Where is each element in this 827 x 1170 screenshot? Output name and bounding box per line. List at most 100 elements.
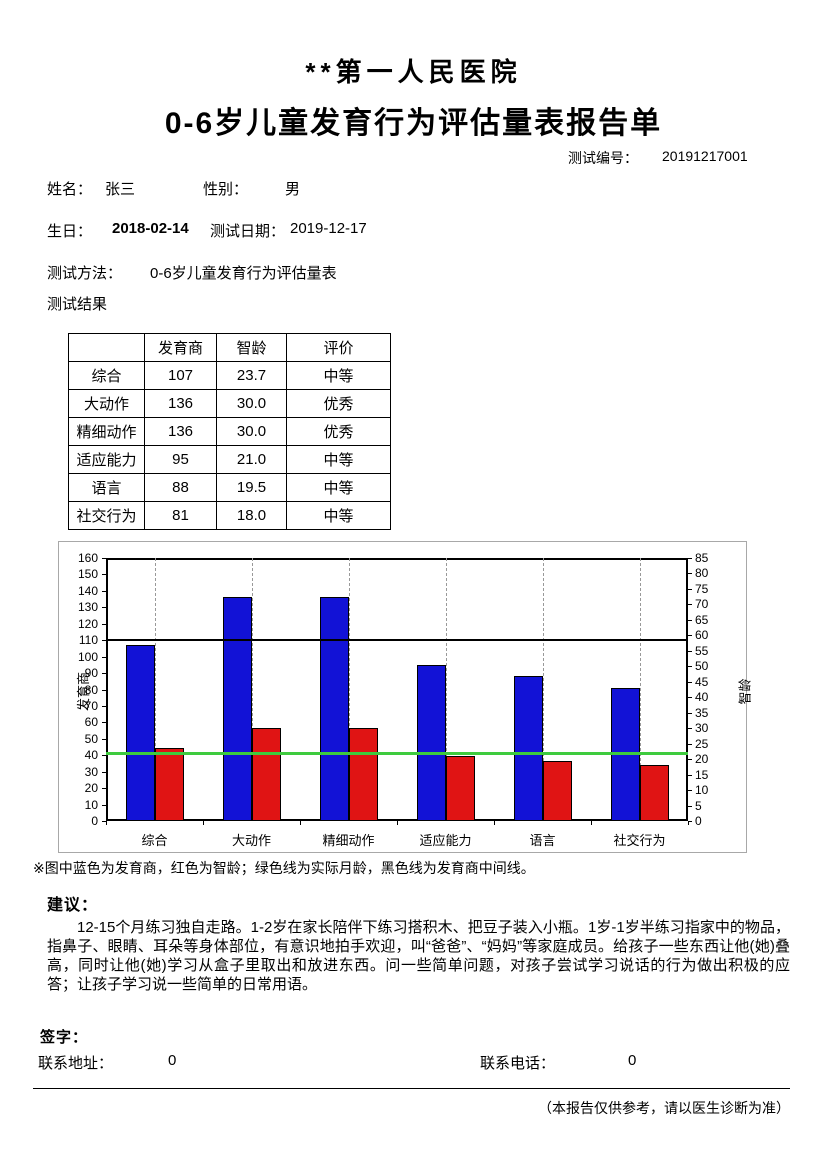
chart-gridline bbox=[154, 558, 156, 821]
left-axis-tick bbox=[102, 788, 106, 790]
test-date-label: 测试日期： bbox=[210, 223, 286, 240]
result-section-label: 测试结果 bbox=[47, 296, 108, 313]
right-axis-tick bbox=[688, 712, 692, 714]
report-title: 0-6岁儿童发育行为评估量表报告单 bbox=[164, 107, 663, 140]
gender-label: 性别： bbox=[203, 181, 249, 198]
chart-category-label: 适应能力 bbox=[419, 833, 472, 848]
right-axis-tick-label: 75 bbox=[695, 581, 709, 596]
result-section-label-row: 测试结果 bbox=[0, 293, 827, 313]
address-label: 联系地址： bbox=[38, 1055, 114, 1072]
right-axis-tick bbox=[688, 821, 692, 822]
left-axis-tick-label: 130 bbox=[77, 600, 98, 615]
table-cell: 适应能力 bbox=[68, 445, 145, 474]
bottom-axis-tick bbox=[106, 821, 107, 825]
table-row: 适应能力 95 21.0 中等 bbox=[68, 445, 391, 474]
left-axis-tick bbox=[102, 656, 106, 658]
chart-category-label: 语言 bbox=[529, 833, 556, 848]
table-cell: 中等 bbox=[286, 501, 391, 530]
dq-bar bbox=[222, 597, 252, 821]
left-axis-tick bbox=[102, 722, 106, 724]
name-gender-row: 姓名： 张三 性别： 男 bbox=[0, 178, 827, 198]
right-axis-tick-label: 65 bbox=[695, 612, 709, 627]
suggestion-label: 建议： bbox=[47, 897, 99, 914]
left-axis-tick bbox=[102, 558, 106, 559]
dq-bar bbox=[125, 645, 155, 821]
left-axis-tick bbox=[102, 771, 106, 773]
table-cell: 95 bbox=[144, 445, 217, 474]
right-axis-tick bbox=[688, 666, 692, 668]
table-cell: 30.0 bbox=[216, 417, 287, 446]
method-row: 测试方法： 0-6岁儿童发育行为评估量表 bbox=[0, 262, 827, 282]
bottom-axis-tick bbox=[397, 821, 398, 825]
chart-legend-note: ※图中蓝色为发育商，红色为智龄；绿色线为实际月龄，黑色线为发育商中间线。 bbox=[33, 860, 535, 876]
disclaimer-note: （本报告仅供参考，请以医生诊断为准） bbox=[538, 1100, 790, 1116]
footer-divider bbox=[33, 1088, 790, 1089]
left-axis-tick-label: 40 bbox=[84, 748, 98, 763]
table-cell: 18.0 bbox=[216, 501, 287, 530]
right-axis-tick bbox=[688, 697, 692, 699]
table-cell: 88 bbox=[144, 473, 217, 502]
table-col-header: 智龄 bbox=[216, 333, 287, 362]
test-number-label: 测试编号： bbox=[568, 150, 638, 166]
right-axis-tick-label: 45 bbox=[695, 674, 709, 689]
right-axis-tick-label: 60 bbox=[695, 628, 709, 643]
table-cell: 中等 bbox=[286, 361, 391, 390]
table-col-header: 评价 bbox=[286, 333, 391, 362]
table-cell: 大动作 bbox=[68, 389, 145, 418]
mental-age-bar bbox=[251, 728, 281, 821]
left-axis-tick-label: 160 bbox=[77, 551, 98, 565]
name-label: 姓名： bbox=[47, 181, 93, 198]
chart-gridline bbox=[542, 558, 544, 821]
address-value: 0 bbox=[168, 1052, 177, 1069]
table-col-header: 发育商 bbox=[144, 333, 217, 362]
right-axis-tick bbox=[688, 774, 692, 776]
right-axis-tick bbox=[688, 573, 692, 575]
chart-plot-area bbox=[106, 558, 688, 821]
right-axis-tick-label: 10 bbox=[695, 783, 709, 798]
left-axis-tick bbox=[102, 738, 106, 740]
left-axis-tick-label: 0 bbox=[91, 814, 98, 828]
right-axis-tick bbox=[688, 558, 692, 559]
left-axis-tick bbox=[102, 755, 106, 757]
left-axis-tick bbox=[102, 623, 106, 625]
birth-value: 2018-02-14 bbox=[112, 220, 189, 237]
dq-bar-chart: 0 10 20 30 40 50 60 70 80 90 100 110 120 130 140 150 160… bbox=[58, 541, 753, 853]
phone-value: 0 bbox=[628, 1052, 637, 1069]
left-axis-tick-label: 140 bbox=[77, 583, 98, 598]
bottom-axis-tick bbox=[591, 821, 592, 825]
gender-value: 男 bbox=[285, 181, 301, 198]
signature-label: 签字： bbox=[40, 1029, 89, 1046]
left-axis-tick-label: 100 bbox=[77, 649, 98, 664]
left-axis-tick bbox=[102, 821, 106, 822]
table-cell: 136 bbox=[144, 417, 217, 446]
dq-bar bbox=[513, 676, 543, 821]
right-axis-tick-label: 30 bbox=[695, 721, 709, 736]
birth-testdate-row: 生日： 2018-02-14 测试日期： 2019-12-17 bbox=[0, 220, 827, 240]
left-axis-tick-label: 120 bbox=[77, 616, 98, 631]
bottom-axis-tick bbox=[203, 821, 204, 825]
table-cell: 精细动作 bbox=[68, 417, 145, 446]
right-axis-tick bbox=[688, 790, 692, 792]
table-cell: 优秀 bbox=[286, 417, 391, 446]
table-row: 语言 88 19.5 中等 bbox=[68, 473, 391, 502]
left-axis-tick-label: 30 bbox=[84, 764, 98, 779]
right-axis-tick-label: 5 bbox=[695, 798, 702, 813]
left-axis-tick bbox=[102, 607, 106, 609]
right-axis-tick-label: 20 bbox=[695, 752, 709, 767]
right-axis-tick bbox=[688, 743, 692, 745]
table-row: 社交行为 81 18.0 中等 bbox=[68, 501, 391, 530]
mental-age-bar bbox=[542, 760, 572, 821]
left-axis-tick-label: 150 bbox=[77, 567, 98, 582]
left-axis-tick bbox=[102, 804, 106, 806]
dq-bar bbox=[319, 597, 349, 821]
left-axis-tick-label: 10 bbox=[84, 797, 98, 812]
right-axis-tick-label: 25 bbox=[695, 736, 709, 751]
table-cell: 语言 bbox=[68, 473, 145, 502]
mental-age-bar bbox=[348, 728, 378, 821]
name-value: 张三 bbox=[105, 181, 136, 198]
right-axis-tick bbox=[688, 681, 692, 683]
table-row: 大动作 136 30.0 优秀 bbox=[68, 389, 391, 418]
test-number-value: 20191217001 bbox=[662, 148, 748, 164]
right-axis-tick bbox=[688, 728, 692, 730]
